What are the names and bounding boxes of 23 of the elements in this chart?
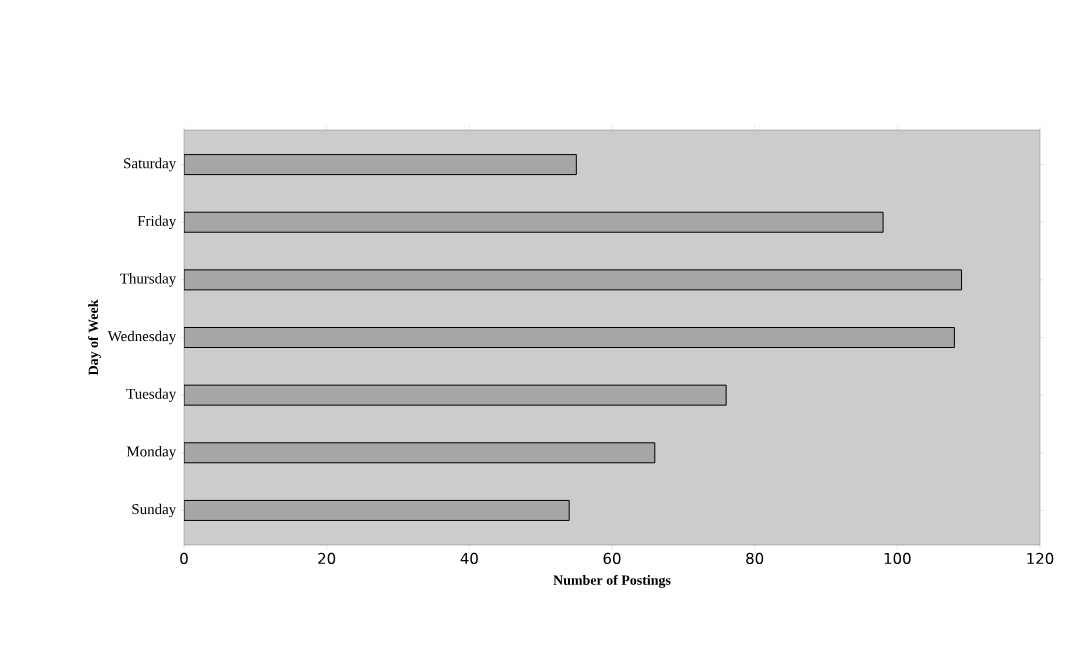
bar bbox=[184, 384, 727, 406]
y-tick-label: Thursday bbox=[120, 273, 177, 287]
x-tick-label: 100 bbox=[884, 552, 911, 565]
x-tick-label: 0 bbox=[180, 552, 188, 565]
bar bbox=[184, 269, 963, 291]
x-tick-label: 120 bbox=[1027, 552, 1054, 565]
bar bbox=[184, 442, 656, 464]
y-tick-label: Saturday bbox=[124, 157, 177, 172]
y-tick-label: Wednesday bbox=[107, 330, 177, 345]
x-tick-label: 20 bbox=[318, 552, 336, 565]
bar bbox=[184, 211, 884, 233]
y-tick-label: Friday bbox=[137, 215, 177, 230]
bar bbox=[184, 327, 955, 349]
y-tick-label: Tuesday bbox=[126, 388, 177, 402]
bar bbox=[184, 154, 577, 176]
y-axis-title: Day of Week bbox=[88, 299, 101, 376]
x-tick-label: 80 bbox=[746, 552, 764, 565]
x-axis-title: Number of Postings bbox=[553, 574, 671, 588]
y-tick-label: Monday bbox=[126, 446, 177, 460]
x-tick-label: 40 bbox=[460, 552, 478, 565]
x-tick-label: 60 bbox=[603, 552, 621, 565]
bar bbox=[184, 499, 570, 521]
y-tick-label: Sunday bbox=[132, 503, 177, 518]
